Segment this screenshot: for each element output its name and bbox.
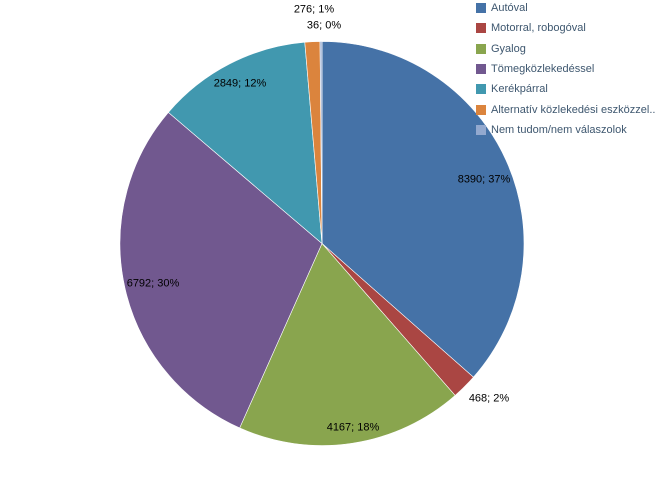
legend-swatch-nem-tudom-nem-valaszolok (476, 124, 486, 135)
legend-label: Kerékpárral (491, 83, 548, 96)
legend-label: Motorral, robogóval (491, 22, 586, 35)
pie-slice-gyalog[interactable] (239, 242, 456, 446)
legend-swatch-tomegkozlekedessel (476, 63, 486, 74)
pie-slice-tomegkozlekedessel[interactable] (119, 111, 323, 429)
legend-item-alternativ-kozlekedesi-eszkozzel[interactable]: Alternatív közlekedési eszközzel... (476, 103, 656, 117)
data-label-nem-tudom-nem-valaszolok: 36; 0% (306, 19, 342, 32)
legend-label: Tömegközlekedéssel (491, 62, 595, 75)
legend-item-autoval[interactable]: Autóval (476, 1, 528, 15)
legend-item-kerekparral[interactable]: Kerékpárral (476, 82, 548, 96)
legend-label: Autóval (491, 2, 528, 14)
legend-item-motorral-robogoval[interactable]: Motorral, robogóval (476, 21, 586, 35)
legend-label: Nem tudom/nem válaszolok (491, 123, 627, 136)
legend-swatch-autoval (476, 3, 486, 13)
pie-slice-nem-tudom-nem-valaszolok[interactable] (319, 41, 323, 244)
legend-item-nem-tudom-nem-valaszolok[interactable]: Nem tudom/nem válaszolok (476, 123, 627, 137)
data-label-tomegkozlekedessel: 6792; 30% (126, 277, 180, 290)
data-label-gyalog: 4167; 18% (326, 421, 380, 434)
legend-swatch-alternativ-kozlekedesi-eszkozzel (476, 104, 486, 115)
data-label-autoval: 8390; 37% (457, 173, 511, 186)
legend-swatch-kerekparral (476, 84, 486, 95)
legend-swatch-gyalog (476, 43, 486, 54)
data-label-kerekparral: 2849; 12% (213, 77, 267, 90)
legend-item-tomegkozlekedessel[interactable]: Tömegközlekedéssel (476, 62, 594, 76)
legend-label: Alternatív közlekedési eszközzel... (491, 103, 656, 116)
legend-item-gyalog[interactable]: Gyalog (476, 42, 526, 56)
legend-swatch-motorral-robogoval (476, 23, 486, 34)
pie-slice-kerekparral[interactable] (167, 41, 323, 245)
data-label-motorral-robogoval: 468; 2% (468, 392, 510, 405)
pie-slice-autoval[interactable] (321, 41, 525, 378)
data-label-alternativ-kozlekedesi-eszkozzel: 276; 1% (293, 3, 335, 16)
legend-label: Gyalog (491, 42, 526, 55)
